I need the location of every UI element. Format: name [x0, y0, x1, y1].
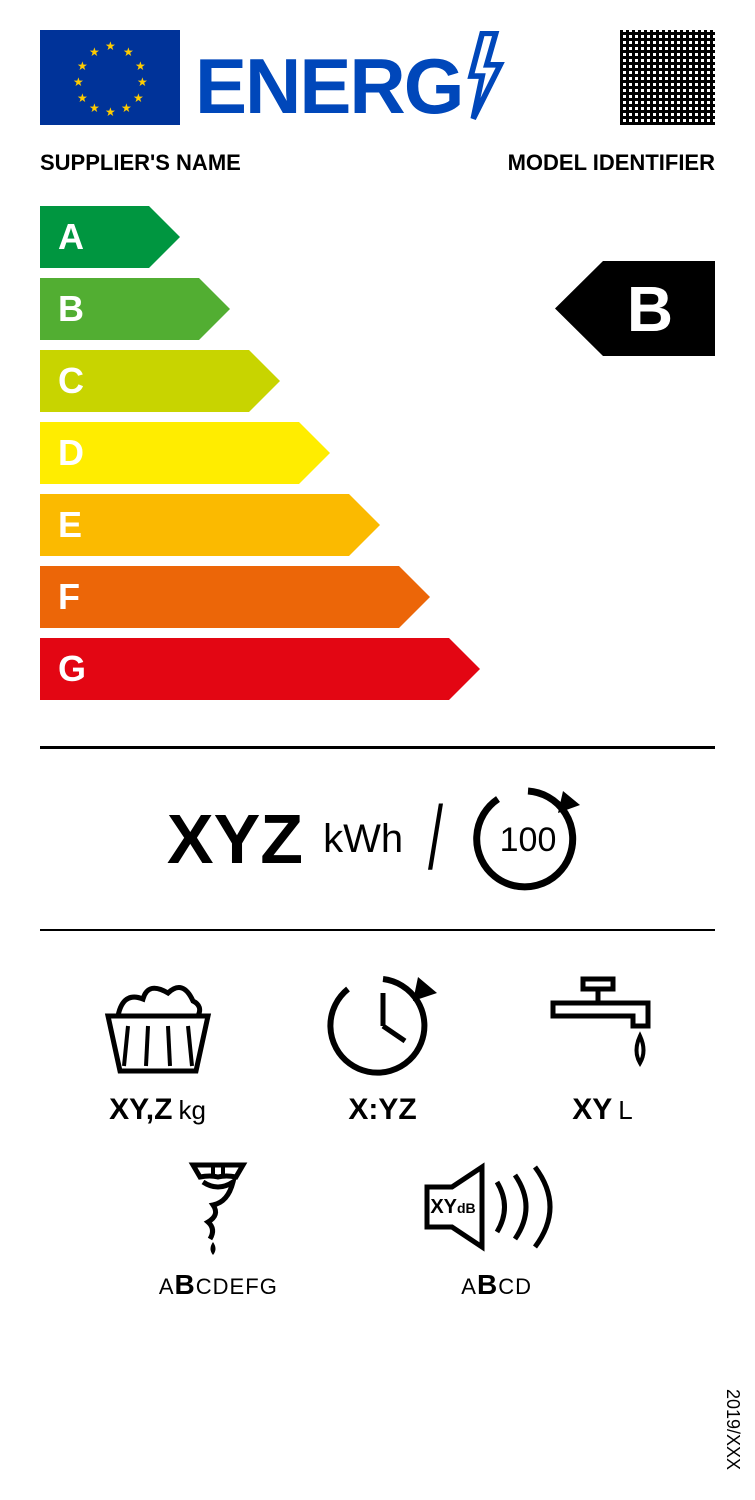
- capacity-unit: kg: [178, 1095, 205, 1125]
- energy-title: ENERG: [195, 31, 507, 125]
- water-spec: XYL: [538, 971, 668, 1127]
- capacity-spec: XY,Zkg: [88, 971, 228, 1127]
- grade-arrow-c: C: [40, 350, 280, 412]
- speaker-icon: XYdB: [397, 1157, 597, 1257]
- svg-text:100: 100: [500, 821, 557, 859]
- supplier-name-label: SUPPLIER'S NAME: [40, 150, 241, 176]
- regulation-label: 2019/XXX: [722, 1389, 743, 1470]
- tap-icon: [538, 971, 668, 1081]
- divider: [40, 746, 715, 749]
- qr-code-icon: [620, 30, 715, 125]
- slash-icon: /: [428, 788, 443, 891]
- divider: [40, 929, 715, 931]
- efficiency-scale: ABCDEFG B: [40, 206, 715, 716]
- water-unit: L: [618, 1095, 632, 1125]
- grade-arrow-e: E: [40, 494, 380, 556]
- grade-arrow-d: D: [40, 422, 330, 484]
- consumption-unit: kWh: [323, 817, 403, 862]
- specs-row-2: ABCDEFG XYdB ABCD: [40, 1147, 715, 1321]
- noise-scale: ABCD: [461, 1269, 532, 1301]
- water-value: XY: [572, 1093, 612, 1126]
- spin-spec: ABCDEFG: [158, 1157, 278, 1301]
- grade-arrow-g: G: [40, 638, 480, 700]
- grade-arrow-f: F: [40, 566, 430, 628]
- duration-spec: X:YZ: [323, 971, 443, 1127]
- grade-arrow-b: B: [40, 278, 230, 340]
- supplier-row: SUPPLIER'S NAME MODEL IDENTIFIER: [40, 150, 715, 176]
- rating-letter: B: [627, 272, 673, 346]
- grade-arrow-a: A: [40, 206, 180, 268]
- eu-flag-icon: ★ ★ ★ ★ ★ ★ ★ ★ ★ ★ ★ ★: [40, 30, 180, 125]
- spin-scale: ABCDEFG: [159, 1269, 278, 1301]
- noise-spec: XYdB ABCD: [397, 1157, 597, 1301]
- model-identifier-label: MODEL IDENTIFIER: [508, 150, 715, 176]
- header: ★ ★ ★ ★ ★ ★ ★ ★ ★ ★ ★ ★ ENERG: [40, 30, 715, 125]
- consumption-value: XYZ: [167, 799, 303, 879]
- rating-indicator: B: [555, 261, 715, 356]
- laundry-basket-icon: [88, 971, 228, 1081]
- spin-dry-icon: [158, 1157, 278, 1257]
- capacity-value: XY,Z: [109, 1093, 172, 1126]
- clock-icon: [323, 971, 443, 1081]
- specs-row-1: XY,Zkg X:YZ XYL: [40, 951, 715, 1147]
- svg-text:XYdB: XYdB: [430, 1196, 475, 1218]
- cycles-icon: 100: [468, 779, 588, 899]
- consumption-row: XYZ kWh / 100: [40, 769, 715, 909]
- duration-value: X:YZ: [348, 1093, 416, 1126]
